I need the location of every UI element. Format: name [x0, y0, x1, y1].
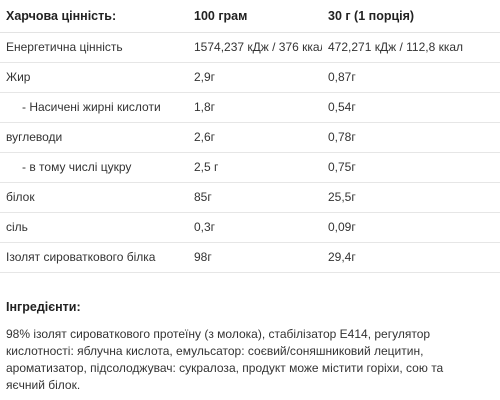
table-row: - в тому числі цукру 2,5 г 0,75г [0, 152, 500, 183]
row-name: - Насичені жирні кислоти [0, 92, 188, 123]
row-per-100g: 1,8г [188, 92, 322, 123]
table-header-row: Харчова цінність: 100 грам 30 г (1 порці… [0, 0, 500, 33]
row-per-serving: 0,54г [322, 92, 500, 123]
nutrition-table: Харчова цінність: 100 грам 30 г (1 порці… [0, 0, 500, 273]
row-per-serving: 25,5г [322, 182, 500, 213]
row-per-100g: 2,9г [188, 62, 322, 93]
row-per-100g: 85г [188, 182, 322, 213]
row-per-serving: 0,09г [322, 212, 500, 243]
row-name: сіль [0, 212, 188, 243]
row-per-100g: 2,5 г [188, 152, 322, 183]
row-name: Ізолят сироваткового білка [0, 242, 188, 273]
table-row: Енергетична цінність 1574,237 кДж / 376 к… [0, 32, 500, 63]
row-name: білок [0, 182, 188, 213]
table-row: вуглеводи 2,6г 0,78г [0, 122, 500, 153]
row-per-serving: 29,4г [322, 242, 500, 273]
row-per-100g: 1574,237 кДж / 376 ккал [188, 32, 322, 63]
row-per-100g: 0,3г [188, 212, 322, 243]
header-per-serving: 30 г (1 порція) [322, 0, 500, 33]
header-per-100g: 100 грам [188, 0, 322, 33]
table-row: Ізолят сироваткового білка 98г 29,4г [0, 242, 500, 273]
row-per-serving: 472,271 кДж / 112,8 ккал [322, 32, 500, 63]
row-per-serving: 0,75г [322, 152, 500, 183]
row-name: вуглеводи [0, 122, 188, 153]
row-per-100g: 98г [188, 242, 322, 273]
row-name: Жир [0, 62, 188, 93]
nutrition-rows: Енергетична цінність 1574,237 кДж / 376 к… [0, 32, 500, 273]
table-row: білок 85г 25,5г [0, 182, 500, 213]
table-row: сіль 0,3г 0,09г [0, 212, 500, 243]
ingredients-text: 98% ізолят сироваткового протеїну (з мол… [6, 327, 444, 392]
row-name: - в тому числі цукру [0, 152, 188, 183]
row-per-serving: 0,78г [322, 122, 500, 153]
ingredients-title: Інгредієнти: [6, 300, 81, 314]
table-row: - Насичені жирні кислоти 1,8г 0,54г [0, 92, 500, 123]
row-per-serving: 0,87г [322, 62, 500, 93]
row-per-100g: 2,6г [188, 122, 322, 153]
header-nutrition: Харчова цінність: [0, 0, 188, 33]
table-row: Жир 2,9г 0,87г [0, 62, 500, 93]
row-name: Енергетична цінність [0, 32, 188, 63]
